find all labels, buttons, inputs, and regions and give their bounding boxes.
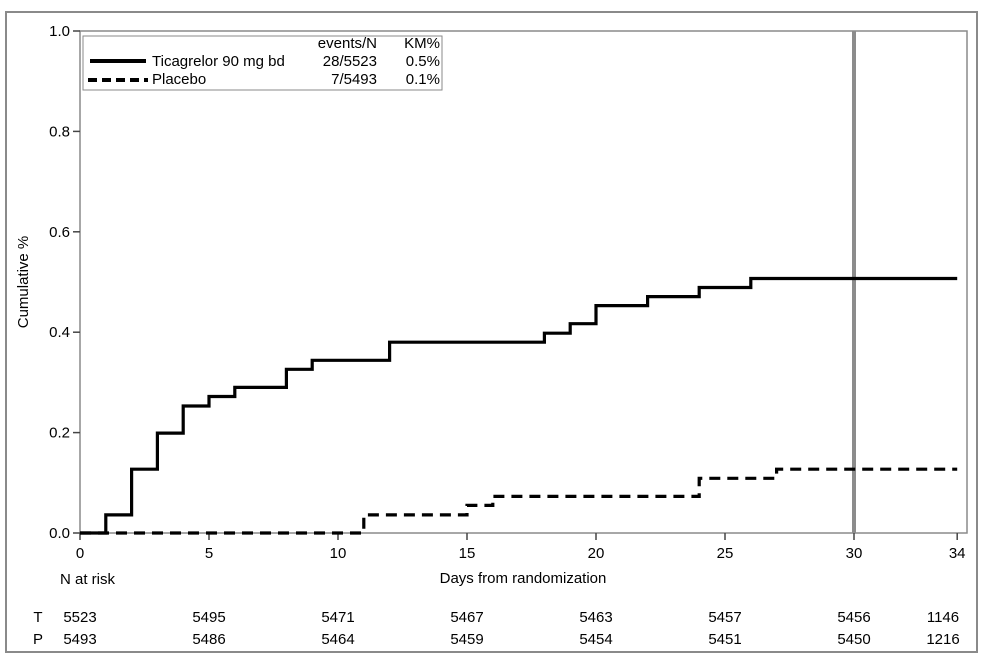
risk-value: 5454: [579, 631, 612, 648]
x-tick-label: 34: [949, 545, 966, 562]
y-tick-label: 0.8: [49, 123, 70, 140]
risk-value: 5459: [450, 631, 483, 648]
y-axis-title: Cumulative %: [15, 236, 32, 329]
risk-value: 5495: [192, 609, 225, 626]
y-tick-label: 0.0: [49, 525, 70, 542]
legend-label-ticagrelor: Ticagrelor 90 mg bd: [152, 53, 285, 70]
x-tick-label: 25: [717, 545, 734, 562]
axis-ticks-group: 0 5 10 15 20 25 30 34 0.0 0.2 0.4 0.6 0.8 1.0: [49, 23, 965, 562]
risk-row-label-p: P: [33, 631, 43, 648]
risk-value: 5486: [192, 631, 225, 648]
x-axis-title: Days from randomization: [440, 570, 607, 587]
y-tick-label: 0.2: [49, 425, 70, 442]
risk-table-values-group: 5523 5495 5471 5467 5463 5457 5456 1146 5493 5486…: [63, 609, 959, 648]
risk-value: 1146: [927, 609, 959, 626]
y-tick-label: 1.0: [49, 23, 70, 40]
risk-value: 5467: [450, 609, 483, 626]
legend-events-ticagrelor: 28/5523: [323, 53, 377, 70]
x-tick-label: 5: [205, 545, 213, 562]
x-tick-label: 30: [846, 545, 863, 562]
risk-value: 5463: [579, 609, 612, 626]
figure-border: [5, 11, 978, 653]
x-tick-label: 15: [459, 545, 476, 562]
risk-value: 5523: [63, 609, 96, 626]
risk-value: 5450: [837, 631, 870, 648]
legend-header-km: KM%: [404, 35, 440, 52]
risk-row-label-t: T: [33, 609, 42, 626]
y-tick-label: 0.6: [49, 224, 70, 241]
risk-value: 5456: [837, 609, 870, 626]
y-tick-label: 0.4: [49, 324, 70, 341]
risk-value: 5451: [708, 631, 741, 648]
x-tick-label: 10: [330, 545, 347, 562]
legend-km-placebo: 0.1%: [406, 71, 440, 88]
legend-header-events: events/N: [318, 35, 377, 52]
risk-value: 1216: [926, 631, 959, 648]
x-tick-label: 20: [588, 545, 605, 562]
legend-km-ticagrelor: 0.5%: [406, 53, 440, 70]
legend: events/N KM% Ticagrelor 90 mg bd 28/5523…: [82, 35, 443, 91]
x-tick-label: 0: [76, 545, 84, 562]
risk-value: 5471: [321, 609, 354, 626]
legend-events-placebo: 7/5493: [331, 71, 377, 88]
km-curves-group: [80, 276, 958, 535]
legend-label-placebo: Placebo: [152, 71, 206, 88]
km-curve-placebo: [80, 467, 958, 535]
risk-value: 5457: [708, 609, 741, 626]
risk-value: 5493: [63, 631, 96, 648]
risk-value: 5464: [321, 631, 354, 648]
risk-table-title: N at risk: [60, 571, 116, 588]
km-curve-ticagrelor: [80, 276, 958, 535]
plot-frame: [79, 30, 968, 534]
